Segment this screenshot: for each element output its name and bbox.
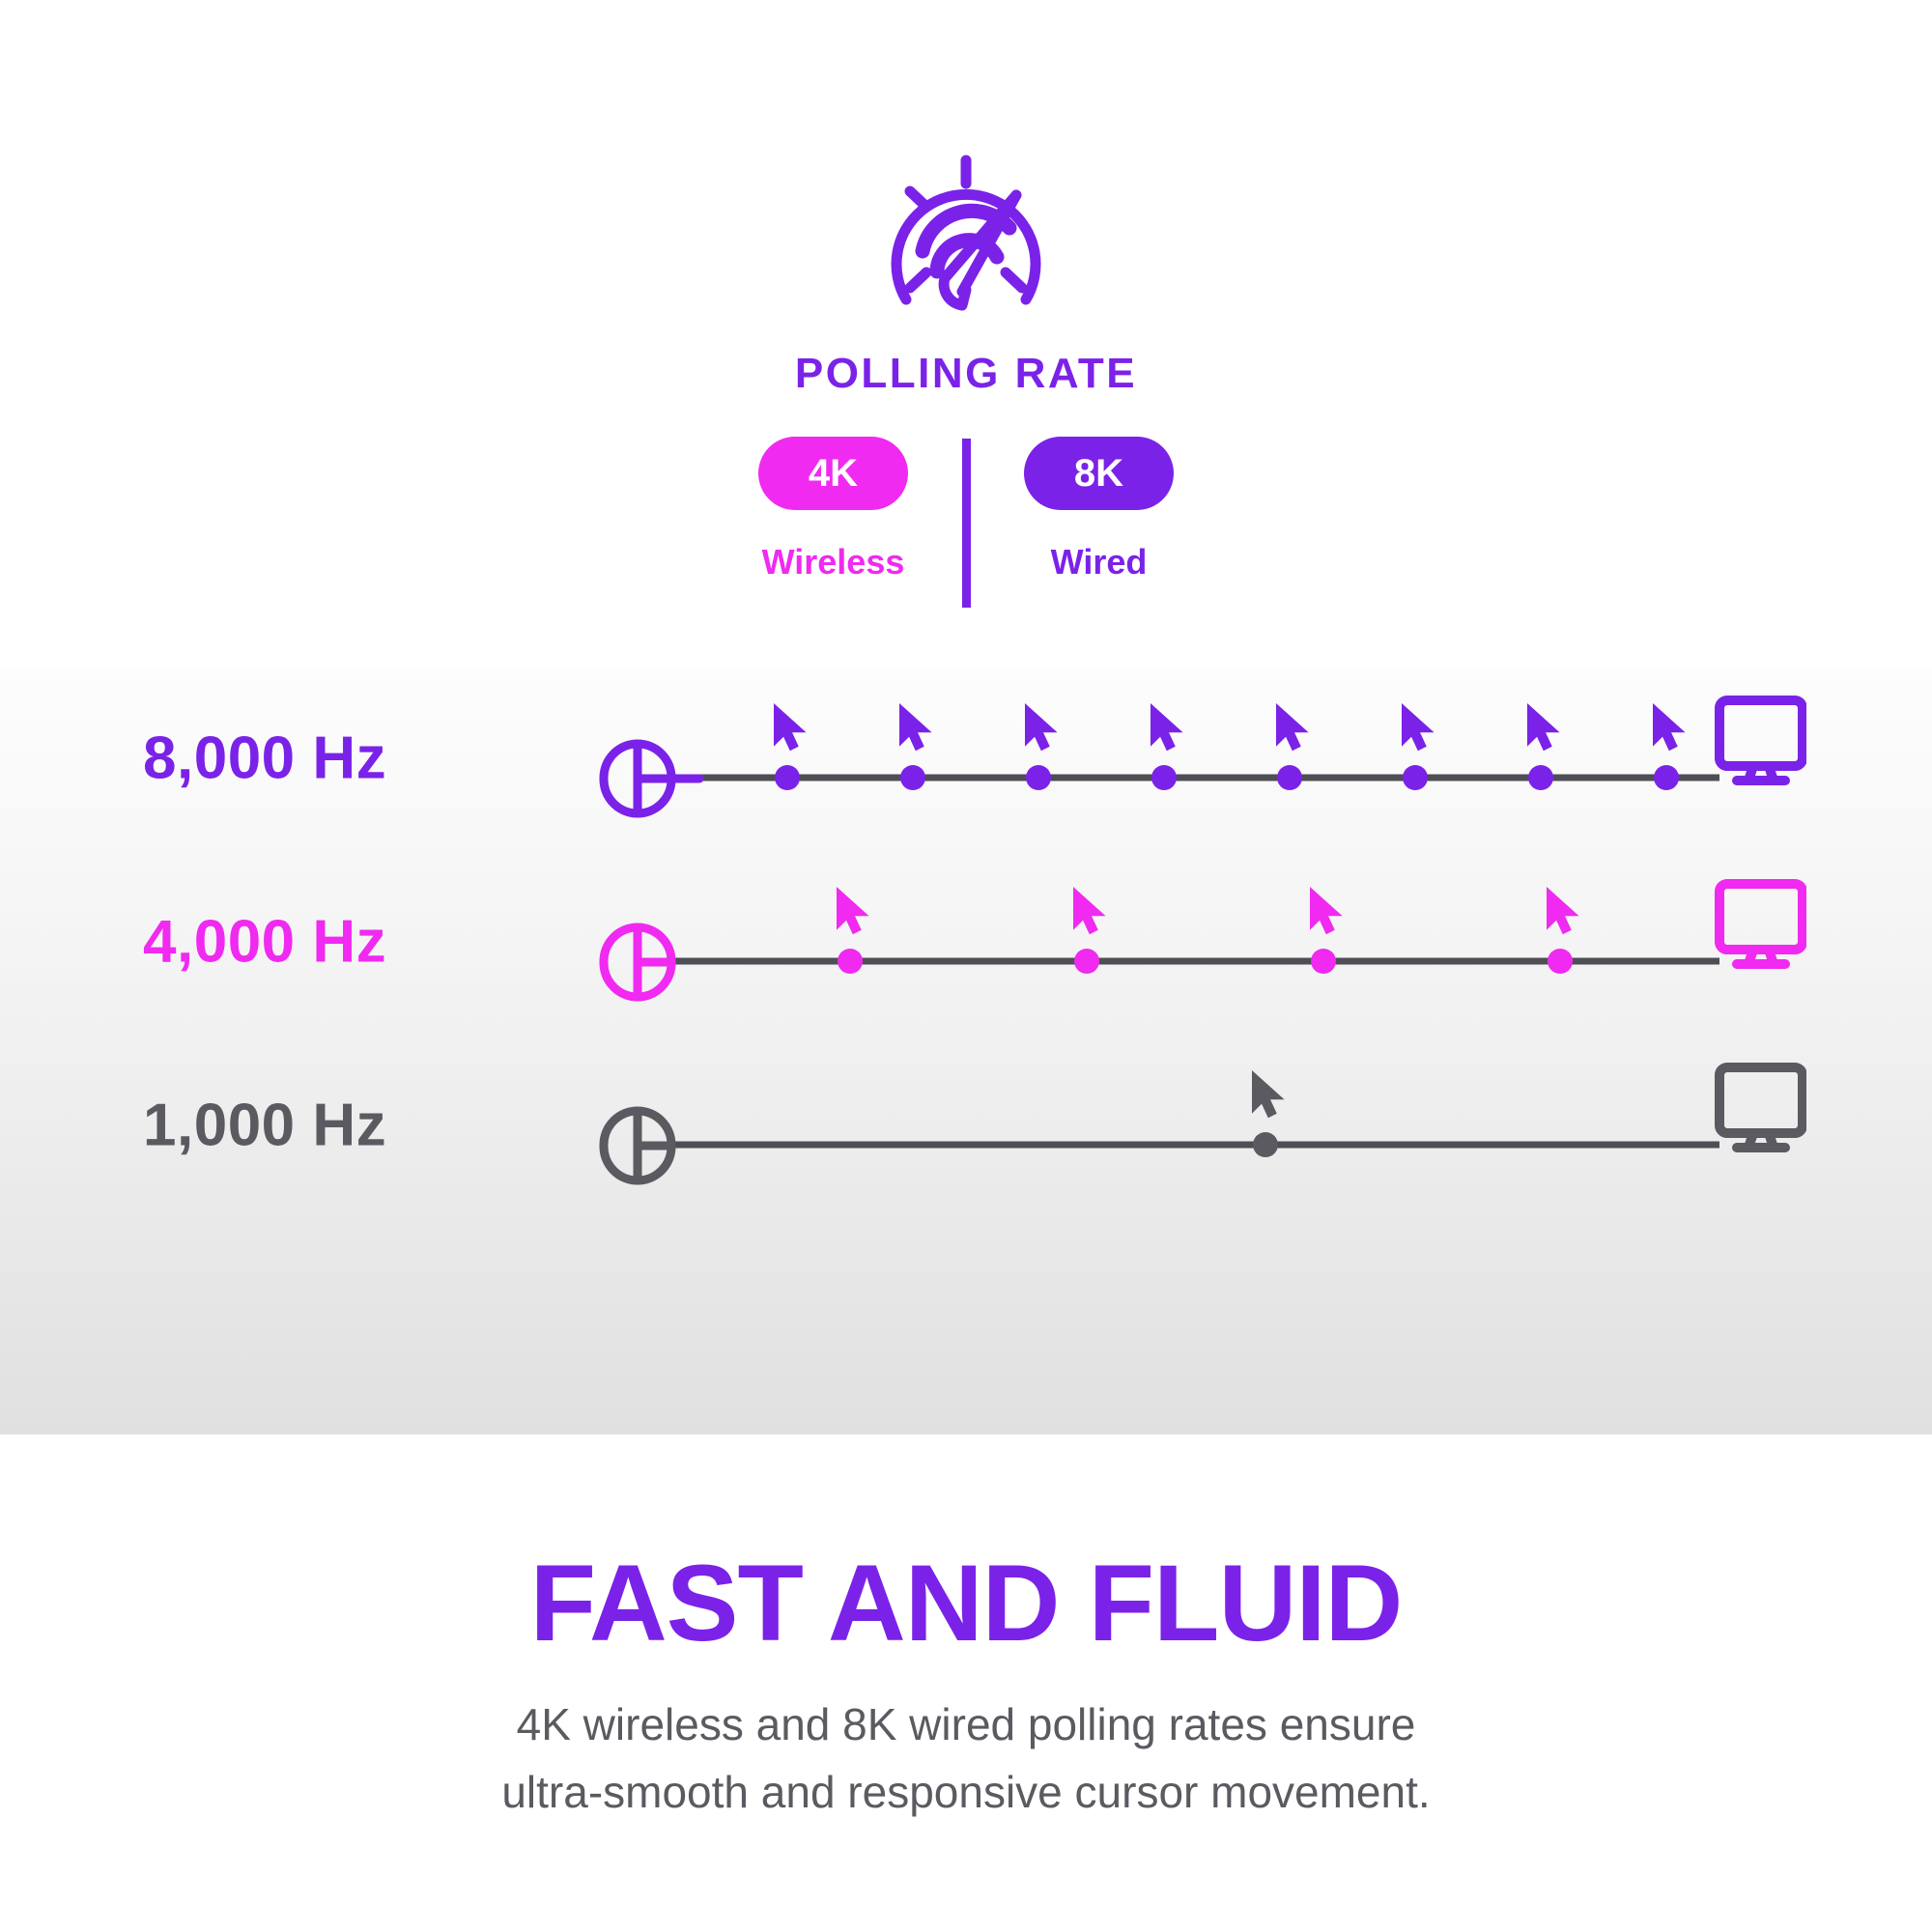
badge-4k-label: 4K <box>808 451 859 495</box>
monitor-icon-1000 <box>1715 1063 1807 1152</box>
badge-8k-label: 8K <box>1073 451 1124 495</box>
mouse-icon-8000 <box>599 739 704 818</box>
badge-4k: 4K <box>758 437 908 510</box>
badge-row: 4K Wireless 8K Wired <box>0 437 1932 608</box>
rate-label-1000: 1,000 Hz <box>143 1092 387 1159</box>
subtitle: 4K wireless and 8K wired polling rates e… <box>0 1690 1932 1826</box>
rate-row-4000: 4,000 Hz <box>0 850 1932 1034</box>
cursor-arrow-icon-group-4000 <box>837 887 1579 935</box>
badge-group-wired: 8K Wired <box>998 437 1201 582</box>
footer-section: FAST AND FLUID 4K wireless and 8K wired … <box>0 1435 1932 1932</box>
badge-8k-caption: Wired <box>1050 542 1148 582</box>
badge-4k-caption: Wireless <box>761 542 905 582</box>
monitor-icon-4000 <box>1715 879 1807 969</box>
rate-label-8000: 8,000 Hz <box>143 724 387 792</box>
headline: FAST AND FLUID <box>529 1543 1404 1663</box>
cursor-arrow-icon-group-8000 <box>774 703 1686 752</box>
rate-row-1000: 1,000 Hz <box>0 1034 1932 1217</box>
rate-label-4000: 4,000 Hz <box>143 908 387 976</box>
badge-8k: 8K <box>1024 437 1174 510</box>
page-title: POLLING RATE <box>794 350 1138 397</box>
rate-row-8000: 8,000 Hz <box>0 667 1932 850</box>
polling-diagram-band: 8,000 Hz <box>0 667 1932 1435</box>
speedometer-wifi-icon <box>869 145 1063 328</box>
rate-diagram-4000 <box>599 850 1807 1034</box>
badge-group-wireless: 4K Wireless <box>732 437 935 582</box>
mouse-icon-1000 <box>599 1106 676 1185</box>
header-section: POLLING RATE 4K Wireless 8K Wired <box>0 0 1932 667</box>
subtitle-line-1: 4K wireless and 8K wired polling rates e… <box>516 1699 1416 1749</box>
mouse-icon-4000 <box>599 923 676 1002</box>
rate-diagram-1000 <box>599 1034 1807 1217</box>
cursor-arrow-icon-group-1000 <box>1252 1070 1285 1119</box>
subtitle-line-2: ultra-smooth and responsive cursor movem… <box>501 1767 1431 1817</box>
rate-diagram-8000 <box>599 667 1807 850</box>
monitor-icon-8000 <box>1715 696 1807 785</box>
badge-divider <box>961 439 971 608</box>
